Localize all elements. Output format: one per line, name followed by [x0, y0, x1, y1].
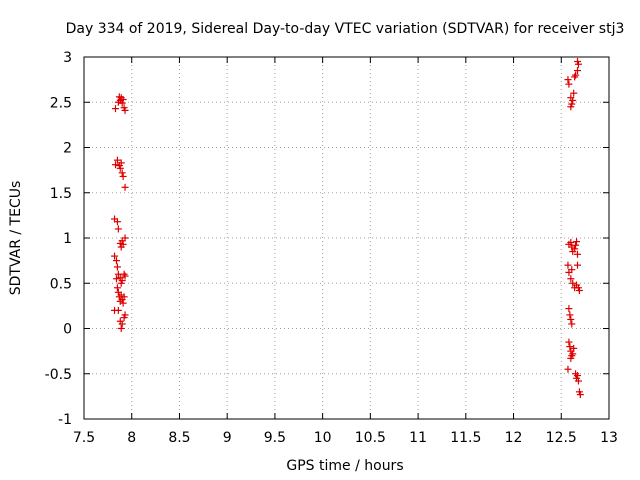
data-point	[572, 71, 580, 79]
data-point	[114, 306, 122, 314]
data-point	[113, 156, 121, 164]
data-point	[567, 103, 575, 111]
data-point	[117, 325, 125, 332]
x-tick-label: 9	[223, 430, 232, 446]
data-point	[565, 338, 573, 346]
x-tick-label: 13	[600, 430, 618, 446]
data-point	[568, 266, 576, 274]
data-point	[113, 284, 121, 292]
x-tick-label: 11	[409, 430, 427, 446]
data-point	[573, 238, 581, 246]
data-point	[121, 106, 129, 114]
data-point	[111, 252, 119, 260]
y-tick-label: 0	[63, 322, 72, 338]
data-point	[118, 169, 126, 177]
data-point	[113, 218, 121, 226]
data-point	[112, 105, 119, 113]
x-axis: 7.5 8 8.5 9 9.5 10 10.5 11 11.5 12 12.5 13	[73, 57, 618, 446]
x-tick-label: 8	[127, 430, 136, 446]
data-point	[568, 320, 576, 328]
data-point	[571, 245, 579, 253]
data-point	[574, 372, 581, 380]
data-point	[574, 250, 581, 258]
x-tick-label: 12	[505, 430, 523, 446]
x-tick-label: 10	[314, 430, 332, 446]
data-point	[567, 315, 575, 323]
data-point	[121, 272, 129, 280]
data-point	[121, 183, 129, 191]
x-axis-title: GPS time / hours	[286, 458, 403, 474]
data-point	[114, 225, 122, 233]
data-point	[569, 96, 577, 104]
data-point	[570, 89, 578, 97]
y-tick-label: 2.5	[50, 95, 72, 111]
data-point	[112, 275, 120, 283]
data-point	[569, 279, 577, 287]
data-point	[119, 299, 127, 307]
x-tick-label: 9.5	[264, 430, 286, 446]
data-point	[112, 161, 119, 169]
grid	[84, 57, 609, 419]
data-point	[574, 377, 582, 385]
y-tick-label: 1.5	[50, 186, 72, 202]
data-point	[565, 80, 573, 88]
data-point	[567, 354, 575, 362]
y-axis: -1 -0.5 0 0.5 1 1.5 2 2.5 3	[45, 50, 609, 428]
data-point	[120, 293, 128, 301]
data-point	[564, 365, 572, 373]
data-point	[575, 286, 583, 294]
data-point	[574, 261, 581, 269]
data-point	[119, 240, 127, 248]
data-point	[118, 277, 126, 285]
data-point	[564, 261, 572, 269]
data-point	[121, 234, 129, 242]
data-point	[118, 99, 126, 107]
data-point	[564, 76, 572, 84]
y-tick-label: 1	[63, 231, 72, 247]
data-point	[119, 172, 127, 180]
x-tick-label: 10.5	[355, 430, 386, 446]
x-tick-label: 8.5	[168, 430, 190, 446]
x-tick-label: 12.5	[546, 430, 577, 446]
y-tick-label: 3	[63, 50, 72, 66]
y-tick-label: -1	[58, 412, 72, 428]
chart-title: Day 334 of 2019, Sidereal Day-to-day VTE…	[66, 21, 625, 37]
data-point	[569, 350, 577, 358]
y-tick-label: -0.5	[45, 367, 72, 383]
y-tick-label: 2	[63, 141, 72, 157]
data-point	[121, 311, 129, 319]
data-point	[572, 241, 580, 249]
data-point	[118, 320, 126, 328]
data-point	[565, 305, 573, 313]
x-tick-label: 11.5	[450, 430, 481, 446]
data-point	[112, 257, 120, 265]
data-point	[119, 96, 127, 104]
data-point	[116, 164, 124, 172]
data-point	[566, 343, 574, 351]
data-point	[113, 263, 121, 271]
y-tick-label: 0.5	[50, 276, 72, 292]
data-point	[576, 391, 584, 399]
x-tick-label: 7.5	[73, 430, 95, 446]
data-point	[567, 239, 575, 247]
data-point	[570, 344, 578, 352]
data-point	[566, 311, 574, 319]
data-point	[574, 60, 582, 68]
y-axis-title: SDTVAR / TECUs	[8, 181, 24, 296]
data-points	[111, 58, 584, 399]
data-point	[117, 159, 125, 167]
data-point	[574, 67, 581, 75]
data-point	[567, 275, 575, 283]
